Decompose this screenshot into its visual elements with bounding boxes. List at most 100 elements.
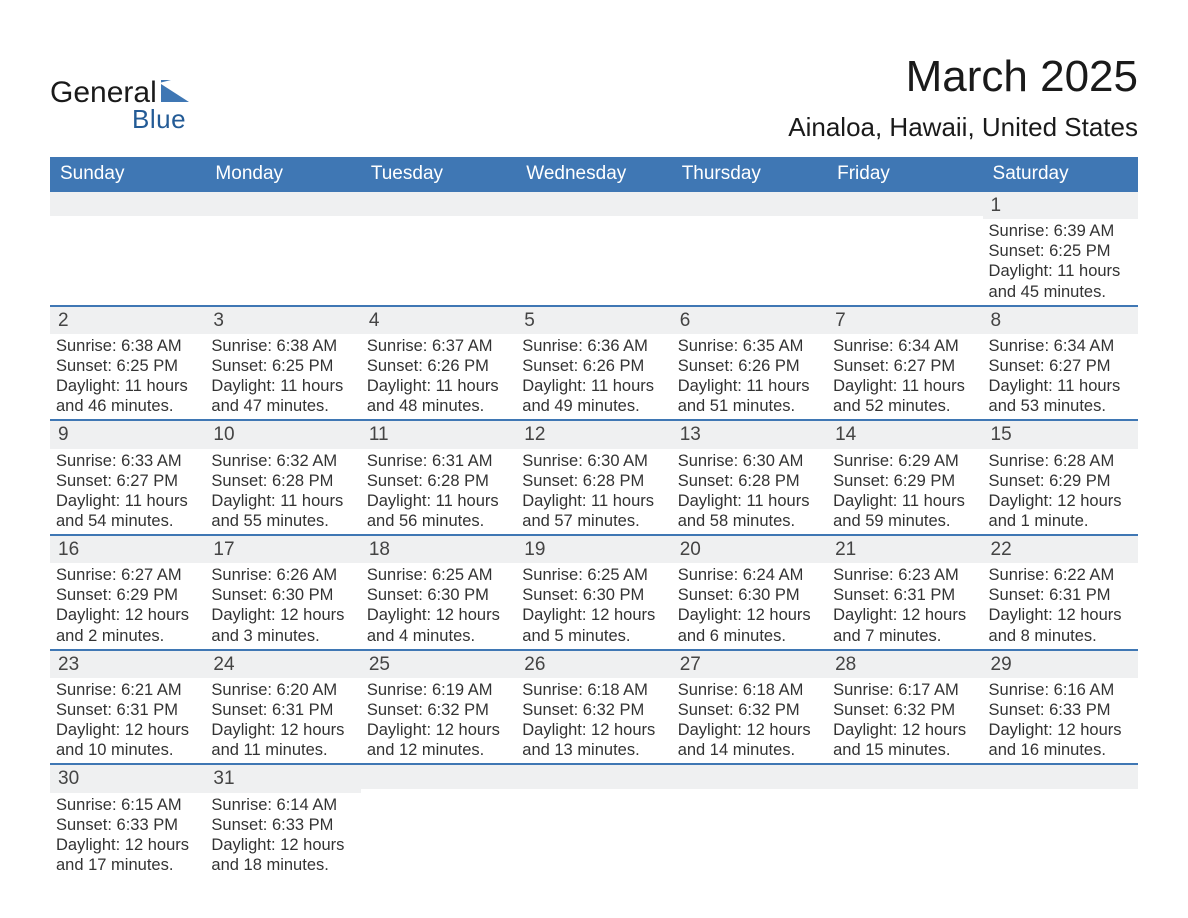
sunrise-line: Sunrise: 6:18 AM: [522, 680, 665, 700]
daylight-line: Daylight: 12 hours: [833, 605, 976, 625]
day-number: 20: [672, 536, 827, 563]
calendar-day: 27Sunrise: 6:18 AMSunset: 6:32 PMDayligh…: [672, 651, 827, 764]
calendar-day: 12Sunrise: 6:30 AMSunset: 6:28 PMDayligh…: [516, 421, 671, 534]
calendar-week: 23Sunrise: 6:21 AMSunset: 6:31 PMDayligh…: [50, 651, 1138, 766]
daylight-line: Daylight: 12 hours: [522, 720, 665, 740]
daylight-line: Daylight: 12 hours: [522, 605, 665, 625]
daylight-line: Daylight: 11 hours: [678, 376, 821, 396]
weeks-container: 1Sunrise: 6:39 AMSunset: 6:25 PMDaylight…: [50, 192, 1138, 878]
daylight-line: Daylight: 11 hours: [989, 261, 1132, 281]
sunset-line: Sunset: 6:32 PM: [522, 700, 665, 720]
sunrise-line: Sunrise: 6:17 AM: [833, 680, 976, 700]
sunset-line: Sunset: 6:31 PM: [56, 700, 199, 720]
calendar-day: 7Sunrise: 6:34 AMSunset: 6:27 PMDaylight…: [827, 307, 982, 420]
calendar-week: 9Sunrise: 6:33 AMSunset: 6:27 PMDaylight…: [50, 421, 1138, 536]
daylight-line: and 54 minutes.: [56, 511, 199, 531]
sunset-line: Sunset: 6:25 PM: [211, 356, 354, 376]
calendar-day: 15Sunrise: 6:28 AMSunset: 6:29 PMDayligh…: [983, 421, 1138, 534]
day-number: 22: [983, 536, 1138, 563]
daylight-line: Daylight: 12 hours: [56, 720, 199, 740]
daylight-line: Daylight: 11 hours: [367, 376, 510, 396]
location: Ainaloa, Hawaii, United States: [788, 112, 1138, 143]
calendar-day: 19Sunrise: 6:25 AMSunset: 6:30 PMDayligh…: [516, 536, 671, 649]
daylight-line: Daylight: 12 hours: [367, 605, 510, 625]
daylight-line: Daylight: 11 hours: [211, 491, 354, 511]
daylight-line: and 8 minutes.: [989, 626, 1132, 646]
daylight-line: Daylight: 12 hours: [678, 605, 821, 625]
sunrise-line: Sunrise: 6:23 AM: [833, 565, 976, 585]
sunrise-line: Sunrise: 6:37 AM: [367, 336, 510, 356]
sunrise-line: Sunrise: 6:35 AM: [678, 336, 821, 356]
sunrise-line: Sunrise: 6:38 AM: [56, 336, 199, 356]
sunset-line: Sunset: 6:31 PM: [989, 585, 1132, 605]
weekday-label: Thursday: [672, 157, 827, 192]
daylight-line: and 16 minutes.: [989, 740, 1132, 760]
calendar-day: 2Sunrise: 6:38 AMSunset: 6:25 PMDaylight…: [50, 307, 205, 420]
day-number: 26: [516, 651, 671, 678]
sunrise-line: Sunrise: 6:30 AM: [678, 451, 821, 471]
sunset-line: Sunset: 6:27 PM: [833, 356, 976, 376]
sunrise-line: Sunrise: 6:39 AM: [989, 221, 1132, 241]
calendar-day: 14Sunrise: 6:29 AMSunset: 6:29 PMDayligh…: [827, 421, 982, 534]
sunset-line: Sunset: 6:28 PM: [367, 471, 510, 491]
logo-word2: Blue: [132, 104, 195, 135]
sunrise-line: Sunrise: 6:30 AM: [522, 451, 665, 471]
daylight-line: Daylight: 11 hours: [56, 491, 199, 511]
calendar-day: 29Sunrise: 6:16 AMSunset: 6:33 PMDayligh…: [983, 651, 1138, 764]
daylight-line: Daylight: 11 hours: [211, 376, 354, 396]
calendar-week: 1Sunrise: 6:39 AMSunset: 6:25 PMDaylight…: [50, 192, 1138, 307]
weekday-label: Saturday: [983, 157, 1138, 192]
day-number: [983, 765, 1138, 789]
daylight-line: and 52 minutes.: [833, 396, 976, 416]
calendar-week: 2Sunrise: 6:38 AMSunset: 6:25 PMDaylight…: [50, 307, 1138, 422]
sunrise-line: Sunrise: 6:34 AM: [833, 336, 976, 356]
day-number: [827, 765, 982, 789]
day-number: 29: [983, 651, 1138, 678]
calendar-day-empty: [827, 192, 982, 305]
calendar-day: 10Sunrise: 6:32 AMSunset: 6:28 PMDayligh…: [205, 421, 360, 534]
sunrise-line: Sunrise: 6:21 AM: [56, 680, 199, 700]
calendar-day: 17Sunrise: 6:26 AMSunset: 6:30 PMDayligh…: [205, 536, 360, 649]
sunset-line: Sunset: 6:32 PM: [367, 700, 510, 720]
day-number: [827, 192, 982, 216]
sunrise-line: Sunrise: 6:20 AM: [211, 680, 354, 700]
sunset-line: Sunset: 6:25 PM: [56, 356, 199, 376]
sunrise-line: Sunrise: 6:14 AM: [211, 795, 354, 815]
sunset-line: Sunset: 6:27 PM: [989, 356, 1132, 376]
daylight-line: and 59 minutes.: [833, 511, 976, 531]
daylight-line: and 12 minutes.: [367, 740, 510, 760]
calendar-day: 4Sunrise: 6:37 AMSunset: 6:26 PMDaylight…: [361, 307, 516, 420]
calendar-day: 18Sunrise: 6:25 AMSunset: 6:30 PMDayligh…: [361, 536, 516, 649]
calendar-day: 9Sunrise: 6:33 AMSunset: 6:27 PMDaylight…: [50, 421, 205, 534]
calendar-day: 3Sunrise: 6:38 AMSunset: 6:25 PMDaylight…: [205, 307, 360, 420]
day-number: [672, 765, 827, 789]
sunrise-line: Sunrise: 6:15 AM: [56, 795, 199, 815]
day-number: 12: [516, 421, 671, 448]
day-number: 17: [205, 536, 360, 563]
day-number: 11: [361, 421, 516, 448]
weekday-label: Sunday: [50, 157, 205, 192]
sunset-line: Sunset: 6:33 PM: [211, 815, 354, 835]
calendar-day-empty: [205, 192, 360, 305]
day-number: 18: [361, 536, 516, 563]
daylight-line: and 7 minutes.: [833, 626, 976, 646]
calendar-week: 16Sunrise: 6:27 AMSunset: 6:29 PMDayligh…: [50, 536, 1138, 651]
daylight-line: and 3 minutes.: [211, 626, 354, 646]
calendar-day: 31Sunrise: 6:14 AMSunset: 6:33 PMDayligh…: [205, 765, 360, 878]
weekday-label: Monday: [205, 157, 360, 192]
day-number: [205, 192, 360, 216]
sunset-line: Sunset: 6:25 PM: [989, 241, 1132, 261]
calendar-day: 5Sunrise: 6:36 AMSunset: 6:26 PMDaylight…: [516, 307, 671, 420]
day-number: 9: [50, 421, 205, 448]
calendar-day-empty: [672, 765, 827, 878]
calendar-day-empty: [516, 192, 671, 305]
calendar-day: 23Sunrise: 6:21 AMSunset: 6:31 PMDayligh…: [50, 651, 205, 764]
daylight-line: and 10 minutes.: [56, 740, 199, 760]
page-header: General Blue March 2025 Ainaloa, Hawaii,…: [50, 52, 1138, 143]
sunset-line: Sunset: 6:29 PM: [989, 471, 1132, 491]
day-number: 8: [983, 307, 1138, 334]
day-number: 16: [50, 536, 205, 563]
day-number: 4: [361, 307, 516, 334]
sunrise-line: Sunrise: 6:18 AM: [678, 680, 821, 700]
day-number: 15: [983, 421, 1138, 448]
